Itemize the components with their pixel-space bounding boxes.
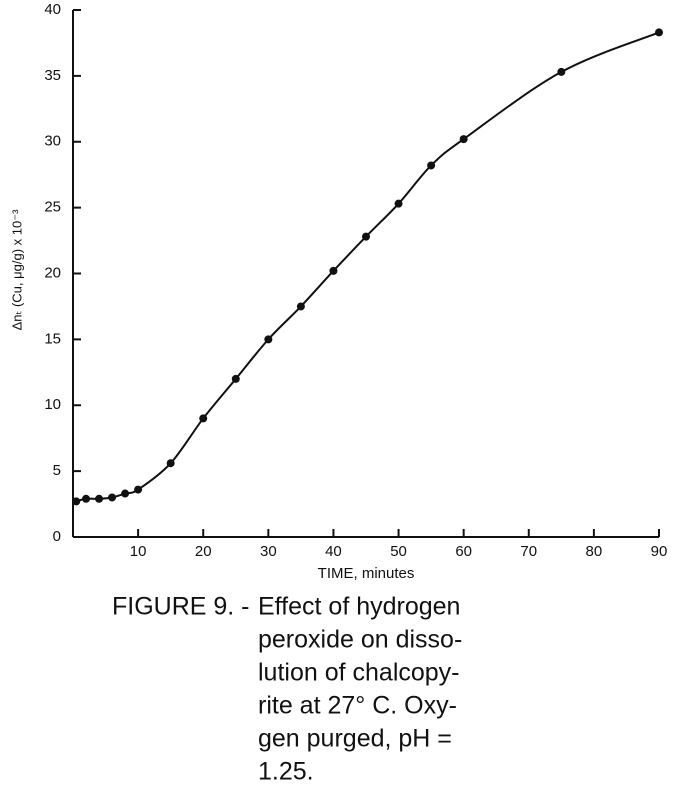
y-tick-label: 30 (44, 133, 61, 150)
x-tick-label: 40 (325, 543, 342, 560)
data-point (394, 199, 403, 208)
x-tick-label: 20 (195, 543, 212, 560)
y-tick-label: 35 (44, 67, 61, 84)
y-axis-label: Δnₜ (Cu, μg/g) x 10⁻³ (9, 209, 24, 330)
data-point (199, 414, 208, 423)
data-point (95, 494, 104, 503)
data-point (362, 232, 370, 241)
x-tick-label: 90 (651, 543, 668, 560)
x-tick-label: 10 (130, 543, 147, 560)
data-point (329, 266, 338, 275)
caption-line: Effect of hydrogen (258, 593, 460, 621)
data-point (134, 485, 143, 494)
x-tick-label: 50 (390, 543, 407, 560)
x-tick-label: 30 (260, 543, 277, 560)
data-point (82, 494, 91, 503)
x-axis-label: TIME, minutes (318, 565, 415, 582)
y-tick-label: 25 (44, 199, 61, 216)
data-point (557, 67, 566, 76)
x-tick-label: 60 (455, 543, 472, 560)
y-tick-label: 15 (44, 330, 61, 347)
y-tick-label: 40 (44, 1, 61, 18)
fit-curve (75, 31, 660, 503)
y-tick-label: 20 (44, 264, 61, 281)
data-point (166, 459, 175, 468)
data-point (72, 497, 81, 506)
caption-line: lution of chalcopy- (258, 659, 460, 687)
caption-line: peroxide on disso- (258, 626, 462, 654)
data-point (121, 489, 130, 498)
x-tick-label: 70 (520, 543, 537, 560)
data-point (655, 28, 663, 37)
data-point (296, 302, 305, 311)
y-tick-label: 5 (53, 462, 61, 479)
caption-line: 1.25. (258, 758, 314, 786)
y-tick-label: 10 (44, 396, 61, 413)
caption-line: rite at 27° C. Oxy- (258, 692, 457, 720)
data-point (108, 493, 117, 502)
data-point (459, 135, 468, 144)
data-point (427, 161, 436, 170)
data-point (264, 335, 273, 344)
data-point (231, 374, 240, 383)
caption-label: FIGURE 9. - (112, 593, 250, 621)
x-tick-label: 80 (586, 543, 603, 560)
caption-line: gen purged, pH = (258, 725, 452, 753)
y-tick-label: 0 (53, 528, 61, 545)
